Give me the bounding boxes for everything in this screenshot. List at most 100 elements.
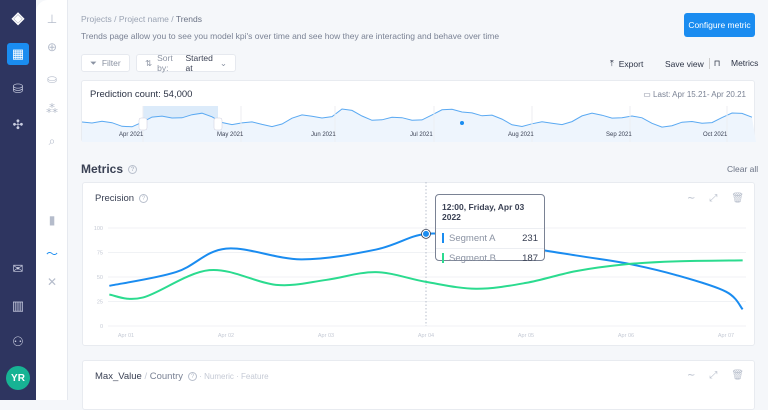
sort-label: Sort by: xyxy=(157,53,173,73)
crumb-project-name[interactable]: Project name xyxy=(118,14,169,24)
database-add-icon[interactable]: ⛁ xyxy=(12,81,24,96)
filter-button[interactable]: ⏷ Filter xyxy=(81,54,130,72)
tooltip-series: Segment A xyxy=(449,233,496,244)
trash-icon[interactable]: 🗑 xyxy=(731,193,745,204)
tooltip-row: Segment A 231 xyxy=(436,229,544,248)
tooltip-row: Segment B 187 xyxy=(436,248,544,268)
y-tick-label: 25 xyxy=(97,300,103,306)
crumb-trends: Trends xyxy=(175,14,202,24)
brush-handle[interactable] xyxy=(213,117,223,131)
tooltip-value: 187 xyxy=(522,253,538,264)
month-label: Jul 2021 xyxy=(410,132,433,138)
filter-icon: ⏷ xyxy=(90,57,97,68)
hover-point xyxy=(423,230,429,237)
hierarchy-icon[interactable]: ⊥ xyxy=(46,12,58,26)
date-range-label: Last: Apr 15.21- Apr 20.21 xyxy=(653,90,746,99)
clear-all-button[interactable]: Clear all xyxy=(727,164,759,174)
chat-icon[interactable]: ✉ xyxy=(12,261,24,276)
help-icon[interactable]: ? xyxy=(139,193,149,203)
bar-chart-icon[interactable]: ▮ xyxy=(48,213,56,227)
x-tick-label: Apr 03 xyxy=(318,333,334,339)
segment-name: Country xyxy=(149,371,184,382)
x-tick-label: Apr 04 xyxy=(418,333,434,339)
help-icon[interactable]: ? xyxy=(188,371,198,381)
month-label: Oct 2021 xyxy=(703,132,728,138)
avatar[interactable]: YR xyxy=(6,366,30,390)
tooltip-series: Segment B xyxy=(449,253,496,264)
brush-line xyxy=(82,108,753,128)
secondary-sidebar: ⊥ ⊕ ⛀ ⁂ ⌕ ▮ 〜 ✕ xyxy=(36,0,68,400)
sort-icon: ⇅ xyxy=(145,57,153,68)
month-label: Jun 2021 xyxy=(311,132,336,138)
tooltip-value: 231 xyxy=(522,233,538,244)
precision-title-text: Precision xyxy=(95,193,135,204)
export-label: Export xyxy=(618,58,644,69)
dna-icon[interactable]: ✕ xyxy=(46,275,58,289)
precision-chart: 0 25 50 75 100 Apr 01 Apr 02 Apr 03 Apr 04 Apr 05… xyxy=(94,182,746,339)
chart-tooltip: 12:00, Friday, Apr 03 2022 Segment A 231 … xyxy=(435,194,545,264)
segments-icon[interactable]: ⁂ xyxy=(46,102,58,116)
book-icon[interactable]: ▥ xyxy=(11,298,25,313)
month-label: Aug 2021 xyxy=(508,132,534,138)
pulse-icon[interactable]: 〜 xyxy=(45,247,58,261)
tag-numeric: Numeric xyxy=(204,372,234,381)
sort-value: Started at xyxy=(185,53,213,73)
line-chart-icon[interactable]: ∼ xyxy=(687,193,696,204)
y-tick-label: 75 xyxy=(97,251,103,257)
prediction-count: Prediction count: 54,000 xyxy=(90,89,193,100)
breadcrumb: Projects / Project name / Trends xyxy=(81,14,202,24)
sort-dropdown[interactable]: ⇅ Sort by: Started at ⌄ xyxy=(136,53,236,73)
date-range[interactable]: ▭ Last: Apr 15.21- Apr 20.21 xyxy=(643,90,746,99)
logo-icon[interactable]: ◈ xyxy=(11,10,25,27)
target-icon[interactable]: ⊕ xyxy=(46,40,58,54)
x-tick-label: Apr 06 xyxy=(618,333,634,339)
page-description: Trends page allow you to see you model k… xyxy=(81,31,500,41)
metrics-button[interactable]: Metrics xyxy=(731,58,759,68)
metrics-title: Metrics? xyxy=(81,162,138,176)
main-sidebar: ◈ ▦ ⛁ ✣ ✉ ▥ ⚇ YR xyxy=(0,0,36,400)
calendar-icon: ▭ xyxy=(643,90,654,99)
dashboard-icon[interactable]: ▦ xyxy=(7,43,29,65)
max-value-card xyxy=(82,360,755,410)
brush-handle[interactable] xyxy=(138,117,148,131)
brush-area xyxy=(82,109,756,142)
trash-icon[interactable]: 🗑 xyxy=(731,370,745,381)
x-tick-label: Apr 02 xyxy=(218,333,234,339)
tooltip-title: 12:00, Friday, Apr 03 2022 xyxy=(436,195,544,229)
precision-title: Precision? xyxy=(95,193,149,204)
save-view-label: Save view xyxy=(665,58,704,69)
y-tick-label: 0 xyxy=(100,324,103,330)
save-view-button[interactable]: Save view ⊓ xyxy=(665,58,720,69)
card-actions: ∼ ⤢ 🗑 xyxy=(687,193,744,204)
puzzle-icon[interactable]: ✣ xyxy=(12,117,24,132)
help-icon[interactable]: ? xyxy=(128,165,138,175)
crumb-projects[interactable]: Projects xyxy=(81,14,112,24)
chevron-down-icon: ⌄ xyxy=(219,57,227,68)
overview-card: Prediction count: 54,000 ▭ Last: Apr 15.… xyxy=(81,80,756,142)
feature-name: Max_Value xyxy=(95,371,142,382)
filter-label: Filter xyxy=(101,58,121,68)
bookmark-icon: ⊓ xyxy=(708,58,720,69)
upload-icon: ⤒ xyxy=(610,58,614,68)
series-line-segment-b xyxy=(109,259,743,300)
search-chart-icon[interactable]: ⌕ xyxy=(48,134,56,148)
overview-brush-chart[interactable]: Apr 2021 May 2021 Jun 2021 Jul 2021 Aug 2021… xyxy=(82,106,756,142)
database-icon[interactable]: ⛀ xyxy=(46,72,58,86)
separator: / xyxy=(144,371,148,382)
expand-icon[interactable]: ⤢ xyxy=(709,370,718,381)
metrics-title-text: Metrics xyxy=(81,162,124,176)
user-add-icon[interactable]: ⚇ xyxy=(12,334,24,349)
y-tick-label: 100 xyxy=(94,226,103,232)
expand-icon[interactable]: ⤢ xyxy=(709,193,718,204)
brush-marker xyxy=(460,121,464,125)
y-tick-label: 50 xyxy=(97,275,103,281)
max-value-title: Max_Value / Country? · Numeric · Feature xyxy=(95,371,269,382)
month-label: Apr 2021 xyxy=(119,132,144,138)
month-label: May 2021 xyxy=(217,132,244,138)
x-tick-label: Apr 01 xyxy=(118,333,134,339)
configure-metric-button[interactable]: Configure metric xyxy=(684,13,755,37)
export-button[interactable]: ⤒ Export xyxy=(610,58,643,69)
month-label: Sep 2021 xyxy=(606,132,632,138)
line-chart-icon[interactable]: ∼ xyxy=(687,370,696,381)
tag-feature: Feature xyxy=(241,372,269,381)
